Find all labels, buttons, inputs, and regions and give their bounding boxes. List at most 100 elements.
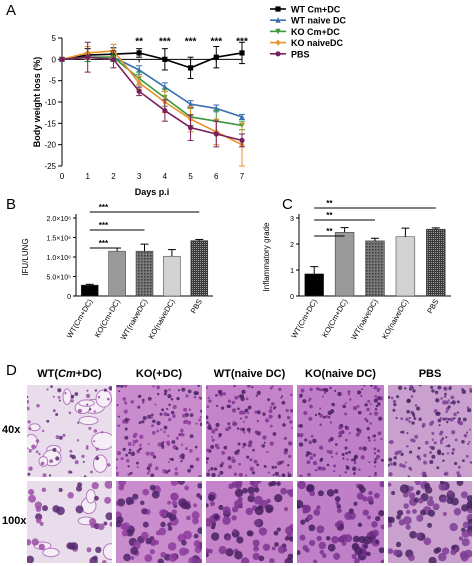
cell-nucleus	[177, 481, 186, 485]
cell-nucleus	[364, 417, 368, 421]
cell-nucleus	[364, 403, 368, 407]
cell-nucleus	[233, 385, 236, 388]
cell-nucleus	[82, 460, 85, 463]
column-title: WT(Cm+DC)	[27, 368, 112, 380]
cell-nucleus	[62, 433, 66, 437]
cell-nucleus	[336, 508, 342, 514]
cell-nucleus	[252, 539, 260, 547]
cell-nucleus	[404, 387, 407, 390]
cell-nucleus	[392, 461, 397, 466]
cell-nucleus	[297, 481, 306, 490]
cell-nucleus	[333, 488, 339, 494]
cell-nucleus	[239, 410, 244, 415]
cell-nucleus	[145, 537, 152, 545]
cell-nucleus	[35, 439, 40, 443]
cell-nucleus	[124, 427, 128, 431]
cell-nucleus	[447, 444, 451, 448]
cell-nucleus	[375, 454, 380, 459]
cell-nucleus	[400, 452, 404, 456]
cell-nucleus	[374, 394, 378, 398]
cell-nucleus	[27, 395, 29, 399]
cell-nucleus	[58, 487, 63, 492]
cell-nucleus	[435, 398, 440, 403]
cell-nucleus	[331, 535, 339, 544]
cell-nucleus	[49, 459, 54, 463]
cell-nucleus	[377, 402, 381, 406]
cell-nucleus	[447, 489, 453, 496]
cell-nucleus	[74, 460, 79, 465]
cell-nucleus	[357, 410, 362, 415]
cell-nucleus	[426, 499, 435, 507]
cell-nucleus	[418, 385, 422, 387]
x-tick-label: KO(naiveDC)	[380, 297, 410, 341]
cell-nucleus	[100, 431, 104, 434]
cell-nucleus	[366, 551, 371, 557]
cell-nucleus	[314, 413, 318, 417]
cell-nucleus	[408, 450, 413, 454]
cell-nucleus	[155, 530, 161, 536]
cell-nucleus	[189, 413, 194, 417]
cell-nucleus	[317, 490, 324, 497]
cell-nucleus	[312, 438, 317, 444]
cell-nucleus	[395, 541, 402, 548]
cell-nucleus	[220, 406, 225, 410]
cell-nucleus	[335, 501, 340, 506]
cell-nucleus	[419, 509, 426, 516]
cell-nucleus	[171, 440, 176, 444]
cell-nucleus	[162, 469, 167, 474]
cell-nucleus	[443, 473, 446, 476]
cell-nucleus	[373, 492, 380, 499]
cell-nucleus	[413, 497, 419, 503]
cell-nucleus	[150, 413, 154, 417]
cell-nucleus	[329, 421, 333, 424]
tissue-texture	[27, 385, 112, 477]
cell-nucleus	[458, 417, 462, 421]
y-tick-label: 1.0×10⁶	[47, 255, 72, 262]
cell-nucleus	[445, 436, 448, 439]
cell-nucleus	[191, 511, 200, 520]
cell-nucleus	[439, 439, 443, 443]
cell-nucleus	[358, 468, 361, 472]
cell-nucleus	[335, 443, 338, 446]
cell-nucleus	[198, 418, 202, 422]
bar	[163, 255, 181, 297]
cell-nucleus	[130, 400, 135, 404]
cell-nucleus	[403, 503, 409, 509]
cell-nucleus	[181, 413, 186, 418]
cell-nucleus	[116, 404, 119, 407]
cell-nucleus	[253, 459, 258, 464]
cell-nucleus	[297, 432, 301, 438]
cell-nucleus	[390, 463, 393, 466]
cell-nucleus	[174, 467, 178, 471]
histology-image	[27, 481, 112, 563]
cell-nucleus	[163, 430, 166, 434]
cell-nucleus	[388, 522, 393, 528]
cell-nucleus	[239, 394, 245, 399]
cell-nucleus	[362, 385, 366, 387]
cell-nucleus	[314, 468, 318, 472]
cell-nucleus	[348, 508, 354, 514]
cell-nucleus	[206, 548, 210, 554]
cell-nucleus	[449, 417, 454, 422]
cell-nucleus	[116, 516, 124, 524]
cell-nucleus	[157, 442, 162, 447]
cell-nucleus	[360, 394, 363, 398]
cell-nucleus	[48, 474, 52, 477]
cell-nucleus	[368, 475, 371, 477]
series-line	[61, 52, 243, 69]
histology-image	[116, 385, 202, 477]
cell-nucleus	[376, 449, 381, 453]
cell-nucleus	[374, 473, 377, 477]
cell-nucleus	[69, 449, 73, 453]
cell-nucleus	[249, 466, 254, 472]
cell-nucleus	[356, 427, 360, 432]
cell-nucleus	[432, 503, 440, 511]
cell-nucleus	[466, 406, 470, 409]
cell-nucleus	[338, 425, 343, 430]
cell-nucleus	[50, 385, 53, 388]
cell-nucleus	[241, 427, 246, 431]
cell-nucleus	[118, 484, 125, 491]
cell-nucleus	[428, 556, 437, 563]
cell-nucleus	[450, 395, 455, 400]
cell-nucleus	[429, 445, 432, 449]
